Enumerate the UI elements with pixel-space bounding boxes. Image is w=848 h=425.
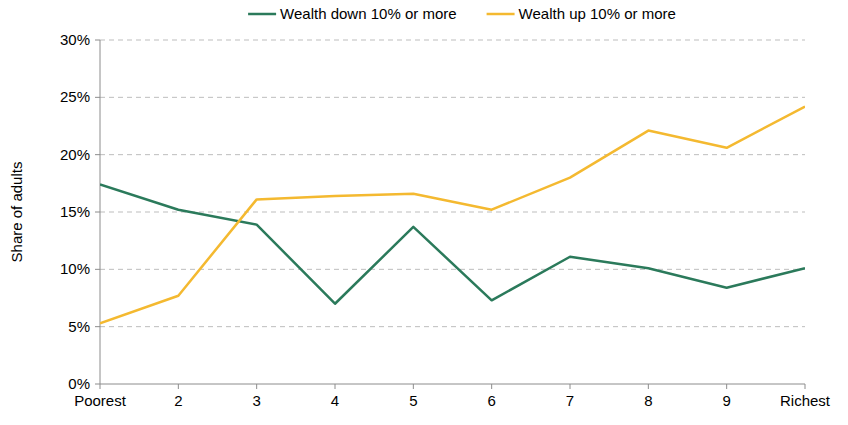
x-tick xyxy=(570,384,571,389)
legend-swatch xyxy=(487,13,515,16)
y-tick xyxy=(95,97,100,98)
plot-area xyxy=(100,107,805,324)
grid-line xyxy=(100,326,805,327)
x-tick-label: 2 xyxy=(174,392,182,409)
legend-swatch xyxy=(248,13,276,16)
x-tick-label: 7 xyxy=(566,392,574,409)
y-axis-label: Share of adults xyxy=(8,162,25,263)
x-tick xyxy=(726,384,727,389)
x-tick-label: Richest xyxy=(780,392,831,409)
y-tick-label: 0% xyxy=(68,375,90,392)
y-tick xyxy=(95,40,100,41)
legend-label: Wealth up 10% or more xyxy=(519,5,676,22)
y-tick-label: 5% xyxy=(68,318,90,335)
x-tick xyxy=(100,384,101,389)
x-tick xyxy=(805,384,806,389)
x-tick-label: 3 xyxy=(252,392,260,409)
y-tick-label: 30% xyxy=(60,31,90,48)
chart: 0% 5% 10% 15% 20% 25% 30% Poorest 2 3 4 5 6 7 8 9 Riches… xyxy=(0,0,848,425)
x-tick xyxy=(335,384,336,389)
y-tick xyxy=(95,384,100,385)
grid-line xyxy=(100,97,805,98)
x-tick-label: 8 xyxy=(644,392,652,409)
x-tick xyxy=(178,384,179,389)
x-axis xyxy=(100,384,805,385)
legend-label: Wealth down 10% or more xyxy=(280,5,456,22)
y-tick-label: 10% xyxy=(60,260,90,277)
legend: Wealth down 10% or more Wealth up 10% or … xyxy=(248,5,676,22)
x-tick xyxy=(256,384,257,389)
series-line xyxy=(100,107,805,324)
y-tick xyxy=(95,326,100,327)
y-axis xyxy=(100,40,101,384)
x-tick-label: Poorest xyxy=(74,392,127,409)
y-tick-label: 15% xyxy=(60,203,90,220)
x-tick xyxy=(648,384,649,389)
grid-line xyxy=(100,212,805,213)
x-tick-label: 9 xyxy=(722,392,730,409)
y-tick-label: 25% xyxy=(60,88,90,105)
grid-line xyxy=(100,154,805,155)
x-tick xyxy=(491,384,492,389)
x-tick-label: 4 xyxy=(331,392,339,409)
y-tick xyxy=(95,269,100,270)
y-tick xyxy=(95,212,100,213)
y-tick-label: 20% xyxy=(60,146,90,163)
grid-line xyxy=(100,40,805,41)
x-tick-label: 6 xyxy=(487,392,495,409)
x-tick xyxy=(413,384,414,389)
grid-line xyxy=(100,269,805,270)
y-tick xyxy=(95,154,100,155)
x-tick-label: 5 xyxy=(409,392,417,409)
